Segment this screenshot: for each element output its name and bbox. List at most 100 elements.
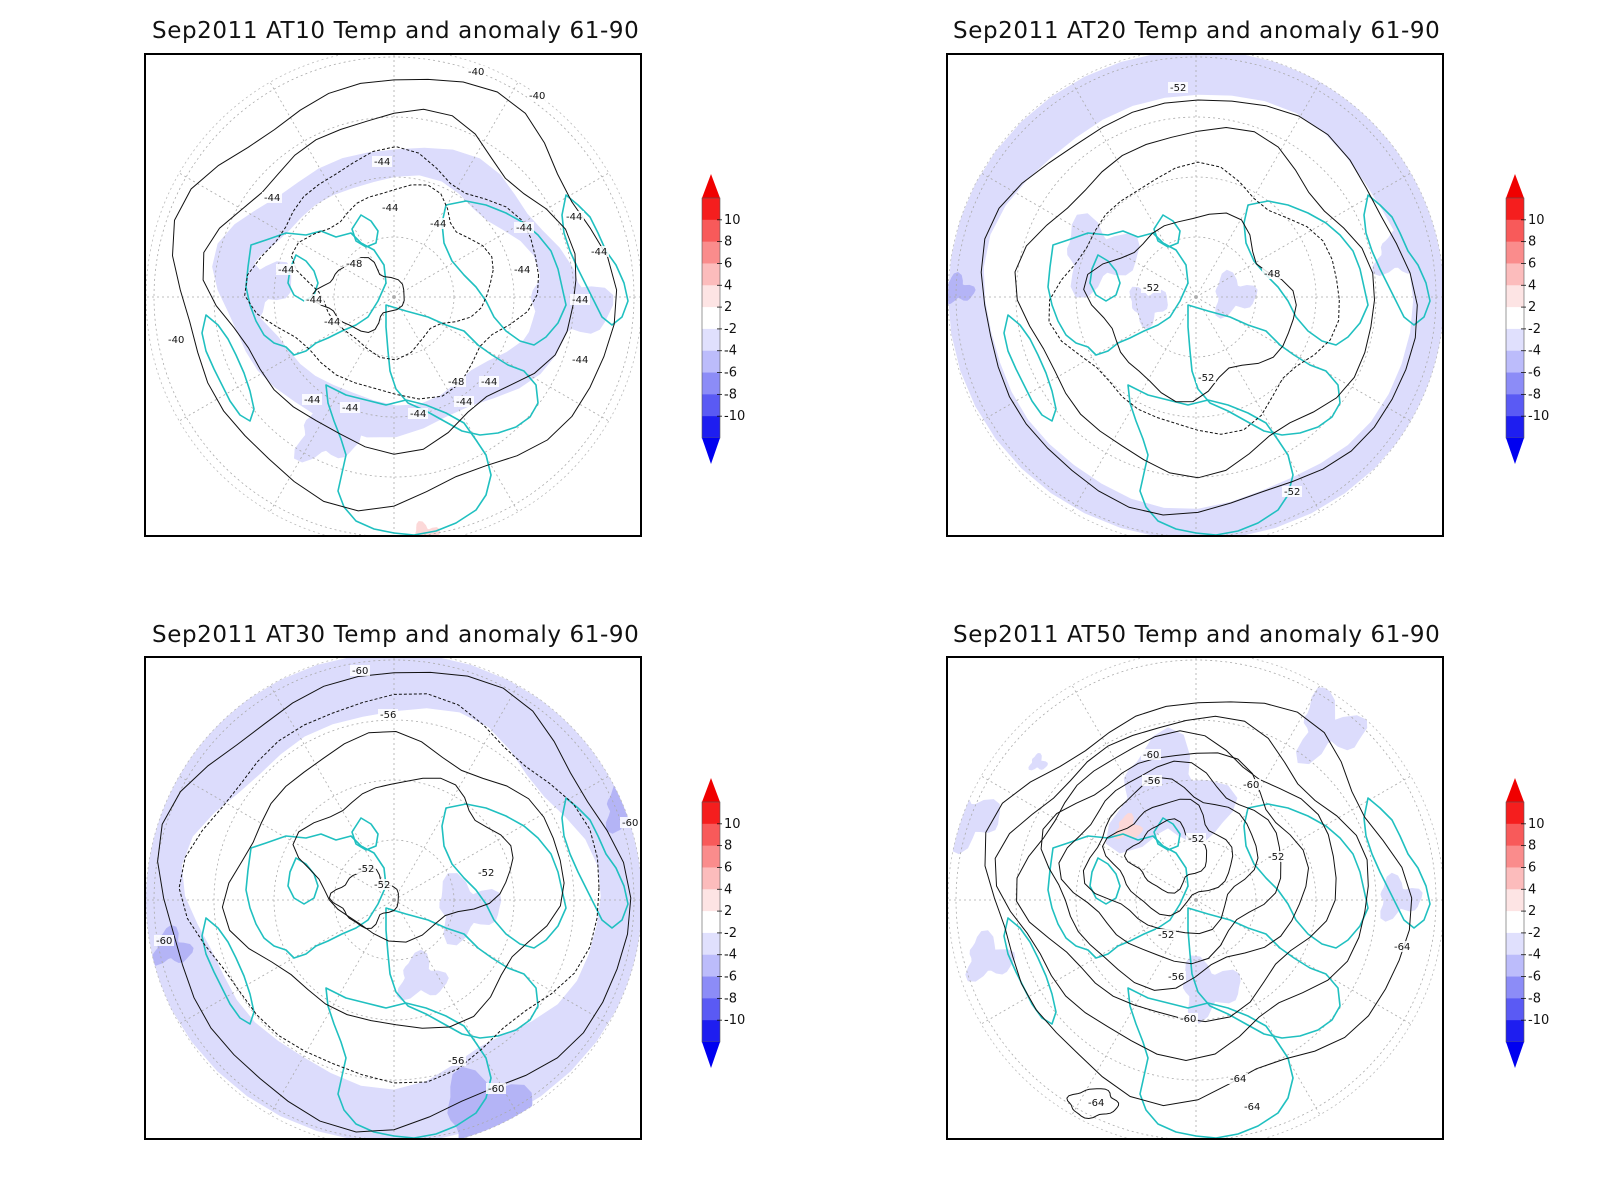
anomaly-patch [294,399,362,463]
anomaly-patch [1380,872,1423,922]
colorbar-band [1506,328,1524,352]
anomaly-patch [1028,753,1048,771]
meridian-line [1195,172,1411,298]
contour-label: -44 [382,203,398,214]
colorbar-tick-label: 8 [1528,235,1536,250]
contour-label: -60 [156,936,172,947]
panel-title: Sep2011 AT20 Temp and anomaly 61-90 [953,18,1441,44]
contour-label: -56 [1168,972,1184,983]
colorbar: 10 8 6 4 2 -2 -4 -6 -8 -10 [701,778,745,1068]
coastline [1003,314,1057,422]
colorbar-tick-label: 8 [724,235,732,250]
coastline [1363,194,1431,326]
coastline [1187,304,1341,436]
meridian-line [1195,685,1321,901]
meridian-line [269,296,395,512]
colorbar-band [702,998,720,1021]
colorbar-tick-label: -10 [724,1013,745,1028]
anomaly-patch [1182,955,1241,1024]
coastline [1003,917,1057,1025]
polar-map: -52 -52 -48 -52 -52 [946,53,1444,537]
temperature-contour [328,866,399,930]
anomaly-patch [948,272,976,305]
temperature-contour [994,715,1369,1062]
meridian-line [393,899,519,1115]
colorbar-tick-label: -4 [1528,948,1541,963]
colorbar-band [702,219,720,243]
contour-label: -44 [456,397,472,408]
colorbar-tick-label: 10 [724,817,741,832]
colorbar: 10 8 6 4 2 -2 -4 -6 -8 -10 [1505,174,1549,464]
contour-label: -60 [352,666,368,677]
colorbar-band [702,867,720,890]
contour-label: -44 [264,193,280,204]
contour-label: -44 [514,265,530,276]
temperature-contour [1058,760,1282,965]
colorbar-tick-label: -2 [724,322,737,337]
anomaly-patch [447,1066,533,1138]
colorbar-top-arrow [1506,778,1524,802]
temperature-contour [1048,161,1340,435]
colorbar-band [1506,198,1524,221]
panel-title: Sep2011 AT10 Temp and anomaly 61-90 [152,18,640,44]
colorbar-tick-label: -4 [724,344,737,359]
contour-label: -48 [448,377,464,388]
colorbar-band [702,285,720,308]
coastline [385,907,539,1039]
meridian-line [393,685,519,901]
coastline [441,200,567,346]
meridian-line [981,775,1197,901]
colorbar-band [702,350,720,374]
panel-title: Sep2011 AT50 Temp and anomaly 61-90 [953,622,1441,648]
coastline [441,803,567,949]
colorbar-bottom-arrow [1506,438,1524,464]
contour-label: -64 [1088,1098,1104,1109]
colorbar-band [1506,823,1524,847]
colorbar-bottom-arrow [1506,1042,1524,1068]
contour-label: -64 [1230,1074,1246,1085]
colorbar-band [1506,932,1524,956]
colorbar-band [702,1020,720,1043]
temperature-contour [980,99,1418,516]
contour-label: -52 [358,864,374,875]
colorbar-tick-label: -4 [1528,344,1541,359]
colorbar-band [702,416,720,439]
coastline [201,917,255,1025]
contour-label: -44 [591,247,607,258]
colorbar-tick-label: -2 [1528,926,1541,941]
map-canvas: -40-40-40-44-44-44-44 -44-44-44-44-44-44-… [146,55,640,535]
coastline [1153,817,1181,851]
coastline [385,304,539,436]
colorbar-band [702,976,720,999]
colorbar-band [1506,263,1524,286]
contour-label: -44 [410,409,426,420]
temperature-contour [1014,126,1376,479]
anomaly-patch [605,432,629,456]
colorbar-band [1506,845,1524,868]
contour-label: -52 [374,880,390,891]
contour-label: -52 [1198,373,1214,384]
colorbar-tick-label: -8 [724,991,737,1006]
coastline [1127,987,1294,1138]
contour-label: -60 [1143,750,1159,761]
contour-label: -44 [430,219,446,230]
colorbar-tick-label: -6 [724,366,737,381]
contour-label: -48 [1264,269,1280,280]
colorbar-band [1506,911,1524,934]
anomaly-patch [965,930,1016,982]
contour-label: -44 [481,377,497,388]
contour-label: -52 [1268,852,1284,863]
contour-label: -60 [622,818,638,829]
colorbar-band [702,911,720,934]
contour-label: -56 [380,710,396,721]
colorbar-tick-label: 2 [1528,300,1536,315]
colorbar-tick-label: 2 [1528,904,1536,919]
colorbar-tick-label: -10 [1528,1013,1549,1028]
temperature-contour [1040,752,1310,991]
map-disc [146,658,640,1138]
colorbar-tick-label: -8 [1528,387,1541,402]
colorbar-top-arrow [702,778,720,802]
contour-label: -48 [346,259,362,270]
contour-label: -44 [572,295,588,306]
meridian-line [179,899,395,1025]
